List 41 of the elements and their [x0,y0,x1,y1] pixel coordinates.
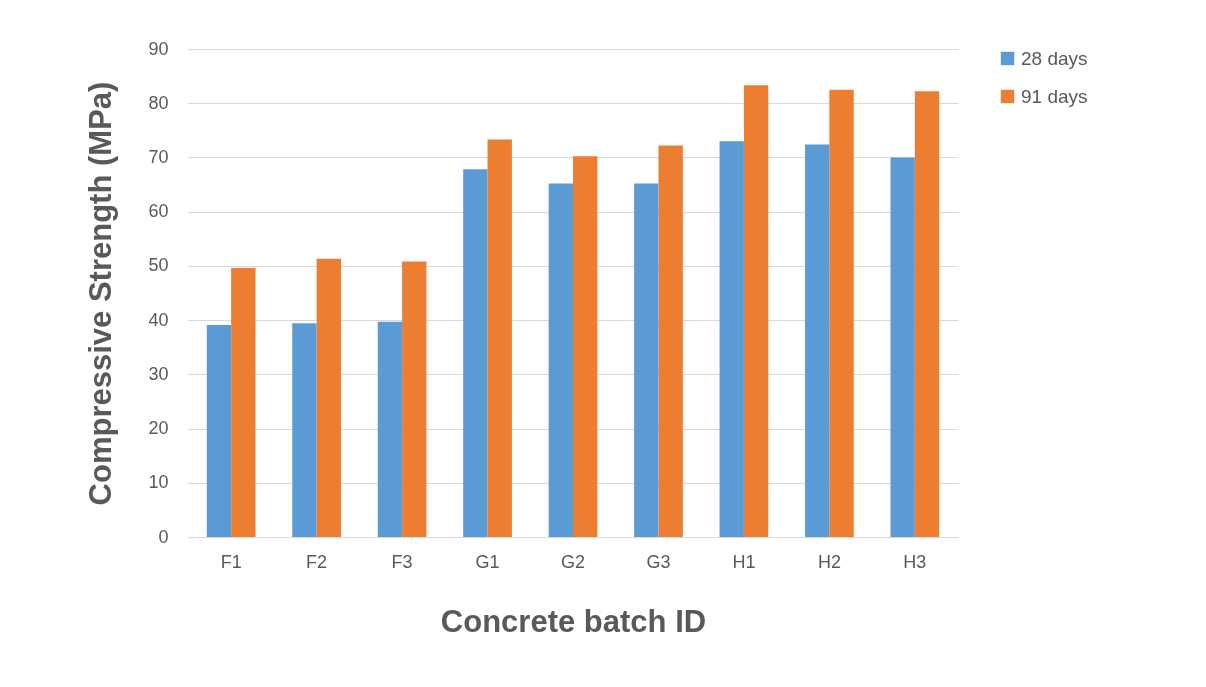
bar [573,156,598,537]
bar [292,323,317,537]
x-tick-label: H1 [732,551,756,572]
y-tick-label: 10 [148,472,169,493]
bar [377,321,403,537]
bar [316,258,341,537]
x-tick-label: H2 [817,551,841,572]
bar [805,144,830,537]
bar [890,157,915,537]
bar [658,145,683,537]
bar [206,324,232,537]
bar [487,139,512,537]
y-tick-label: 20 [148,418,169,439]
x-tick-label: F3 [391,551,413,572]
x-tick-label: G1 [475,551,500,572]
y-tick-label: 50 [148,255,169,276]
x-tick-label: H3 [903,551,927,572]
x-tick-label: G3 [646,551,671,572]
x-tick-label: F1 [220,551,242,572]
bar [402,261,427,537]
legend-label: 28 days [1021,47,1088,69]
bar [548,183,573,537]
bar [914,91,940,537]
bar [829,89,854,537]
bar [743,85,769,537]
y-tick-label: 60 [148,201,169,222]
legend-label: 91 days [1021,85,1088,107]
y-tick-label: 40 [148,309,169,330]
y-tick-label: 0 [158,526,169,547]
x-tick-label: F2 [306,551,328,572]
bar [231,268,256,537]
y-tick-label: 80 [148,92,169,113]
x-tick-label: G2 [560,551,586,572]
bar [634,183,659,537]
y-tick-label: 70 [148,146,169,167]
bar [719,141,744,537]
y-tick-label: 30 [148,363,169,384]
x-axis-title: Concrete batch ID [440,603,707,639]
bar [463,169,488,537]
y-axis-title: Compressive Strength (MPa) [83,81,119,506]
y-tick-label: 90 [148,38,169,59]
